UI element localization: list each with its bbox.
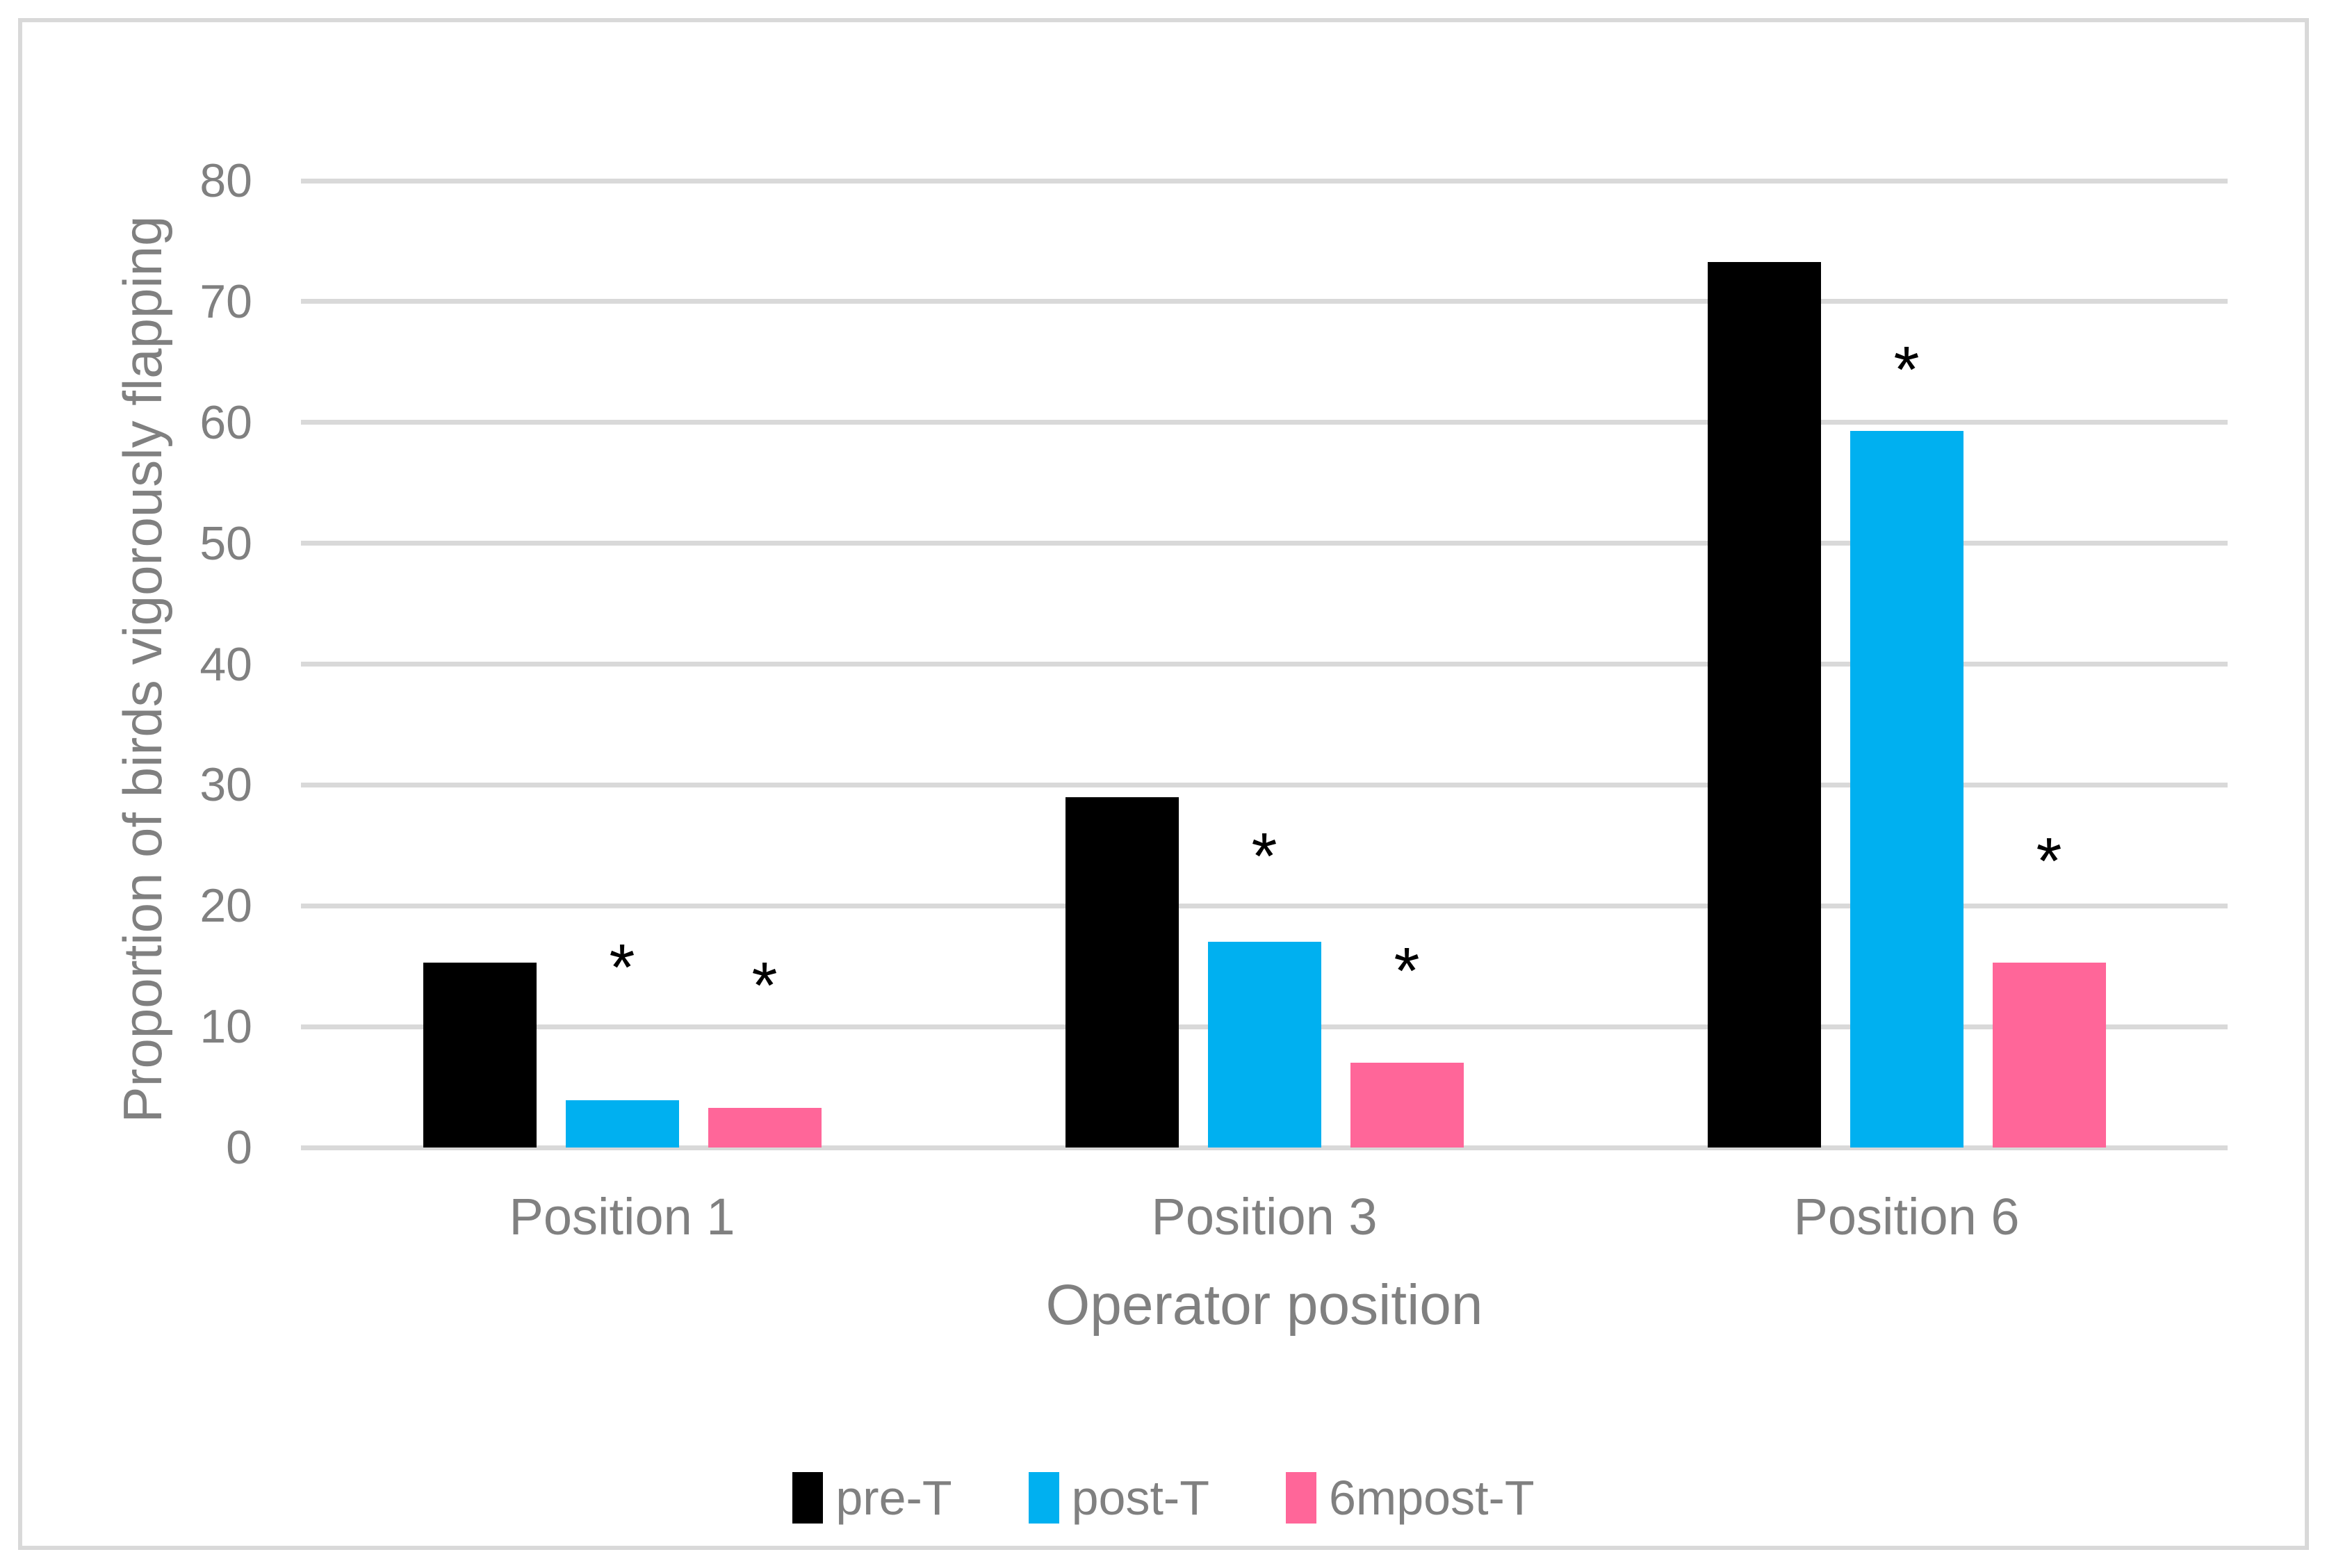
significance-asterisk-post-T-position-3: * <box>1251 819 1277 894</box>
y-tick-label-60: 60 <box>199 395 252 449</box>
bar-pre-T-position-1 <box>423 962 537 1148</box>
x-category-label-position-1: Position 1 <box>509 1188 735 1246</box>
significance-asterisk-6mpost-T-position-3: * <box>1394 934 1420 1008</box>
significance-asterisk-6mpost-T-position-6: * <box>2036 824 2062 899</box>
legend-item-pre-T: pre-T <box>792 1468 952 1528</box>
legend-label-post-T: post-T <box>1071 1471 1209 1525</box>
gridline-y-50 <box>301 541 2228 546</box>
x-category-label-position-3: Position 3 <box>1151 1188 1378 1246</box>
bar-post-T-position-6 <box>1850 430 1963 1148</box>
y-tick-label-30: 30 <box>199 758 252 812</box>
bar-post-T-position-1 <box>565 1100 679 1148</box>
x-axis-title: Operator position <box>1045 1273 1483 1337</box>
significance-asterisk-6mpost-T-position-1: * <box>751 949 778 1023</box>
gridline-y-70 <box>301 299 2228 304</box>
bar-pre-T-position-3 <box>1065 797 1179 1148</box>
figure-border <box>18 18 2309 1550</box>
legend-label-pre-T: pre-T <box>835 1471 952 1525</box>
legend-item-6mpost-T: 6mpost-T <box>1286 1468 1535 1528</box>
legend-swatch-6mpost-T <box>1286 1472 1316 1524</box>
y-tick-label-50: 50 <box>199 516 252 570</box>
y-tick-label-40: 40 <box>199 637 252 691</box>
gridline-y-0 <box>301 1145 2228 1150</box>
gridline-y-30 <box>301 782 2228 787</box>
gridline-y-20 <box>301 903 2228 908</box>
legend: pre-T post-T 6mpost-T <box>0 1468 2327 1528</box>
x-category-label-position-6: Position 6 <box>1793 1188 2020 1246</box>
significance-asterisk-post-T-position-1: * <box>609 931 635 1005</box>
significance-asterisk-post-T-position-6: * <box>1893 332 1920 407</box>
y-tick-label-80: 80 <box>199 154 252 207</box>
legend-item-post-T: post-T <box>1028 1468 1209 1528</box>
legend-label-6mpost-T: 6mpost-T <box>1329 1471 1535 1525</box>
legend-swatch-post-T <box>1028 1472 1059 1524</box>
plot-area: * * * * * * <box>301 178 2228 1150</box>
y-tick-label-0: 0 <box>226 1121 252 1174</box>
bar-6mpost-T-position-3 <box>1350 1063 1464 1148</box>
bar-pre-T-position-6 <box>1707 261 1821 1148</box>
bar-6mpost-T-position-1 <box>708 1107 822 1148</box>
bar-post-T-position-3 <box>1207 942 1321 1148</box>
legend-swatch-pre-T <box>792 1472 824 1524</box>
y-tick-label-70: 70 <box>199 275 252 328</box>
bar-6mpost-T-position-6 <box>1992 962 2106 1148</box>
y-tick-label-10: 10 <box>199 1000 252 1054</box>
gridline-y-40 <box>301 662 2228 667</box>
gridline-y-60 <box>301 420 2228 425</box>
gridline-y-80 <box>301 178 2228 183</box>
y-tick-label-20: 20 <box>199 879 252 933</box>
